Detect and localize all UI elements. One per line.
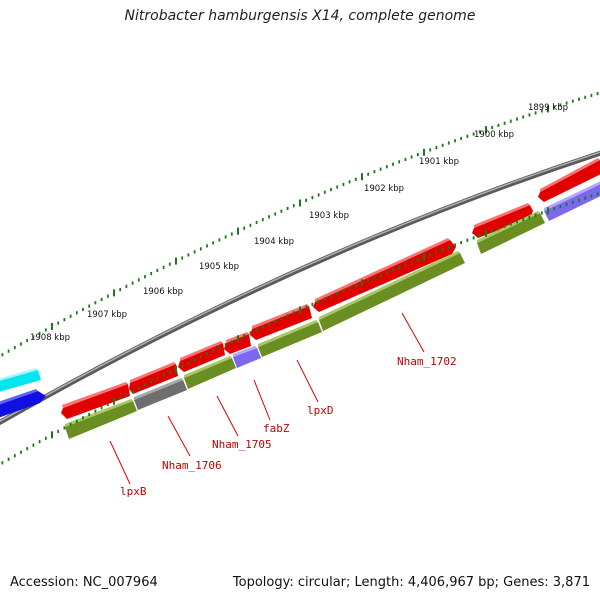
forward-gene — [129, 362, 178, 394]
forward-gene — [313, 238, 456, 312]
gene-label-fabz: fabZ — [263, 422, 290, 435]
reverse-gene — [65, 399, 137, 439]
reverse-gene-gray — [134, 378, 187, 410]
gene-label-lpxb: lpxB — [120, 485, 147, 498]
reverse-gene — [258, 320, 322, 357]
reverse-strand-genes — [65, 181, 600, 439]
gene-label-nham-1705: Nham_1705 — [212, 438, 272, 451]
label-leader-lines — [109, 312, 425, 485]
genome-backbone — [0, 150, 600, 426]
scale-label: 1905 kbp — [199, 262, 239, 272]
scale-label: 1901 kbp — [419, 157, 459, 167]
inner-scale-ticks — [1, 192, 599, 465]
forward-gene — [538, 158, 600, 202]
reverse-gene — [184, 356, 236, 389]
scale-label: 1902 kbp — [364, 184, 404, 194]
forward-gene — [250, 304, 312, 340]
gene-label-nham-1706: Nham_1706 — [162, 459, 222, 472]
accession-text: Accession: NC_007964 — [10, 575, 158, 590]
outer-scale-ticks — [1, 92, 599, 357]
cyan-feature — [0, 368, 41, 392]
map-title: Nitrobacter hamburgensis X14, complete g… — [124, 8, 476, 24]
forward-gene — [61, 382, 130, 419]
forward-gene — [472, 203, 533, 238]
gene-label-nham-1702: Nham_1702 — [397, 355, 457, 368]
blue-feature — [0, 389, 46, 418]
scale-label: 1908 kbp — [30, 333, 70, 343]
scale-label: 1899 kbp — [528, 103, 568, 113]
scale-label: 1907 kbp — [87, 310, 127, 320]
scale-label: 1906 kbp — [143, 287, 183, 297]
genome-summary-text: Topology: circular; Length: 4,406,967 bp… — [232, 575, 590, 590]
scale-label: 1903 kbp — [309, 211, 349, 221]
reverse-gene — [319, 251, 465, 331]
forward-strand-genes — [61, 158, 600, 419]
gene-label-lpxd: lpxD — [307, 404, 334, 417]
reverse-gene — [477, 211, 545, 254]
scale-label: 1900 kbp — [474, 130, 514, 140]
genome-backbone-highlight — [0, 151, 600, 423]
scale-labels: 1899 kbp 1900 kbp 1901 kbp 1902 kbp 1903 kbp… — [30, 103, 568, 343]
reverse-gene-purple — [233, 346, 261, 368]
scale-label: 1904 kbp — [254, 237, 294, 247]
